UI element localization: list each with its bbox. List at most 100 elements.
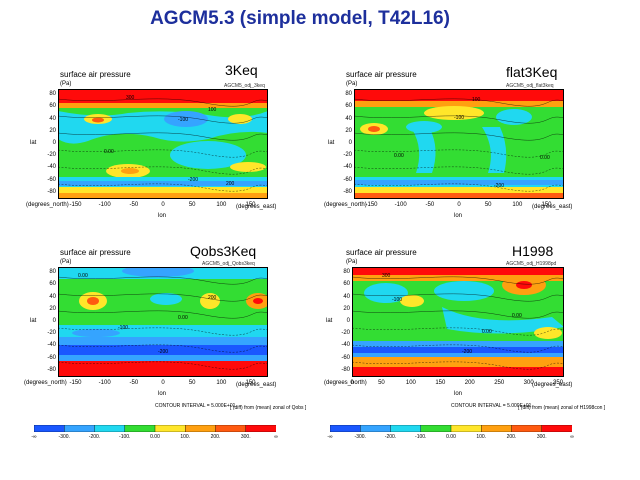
y-tick-label: -60 xyxy=(47,176,56,183)
x-unit-label: (degrees_east) xyxy=(236,204,277,210)
diff-note-left: [ (diff) from (mean) zonal of Qobs ] xyxy=(230,405,307,411)
y-tick-label: -40 xyxy=(341,342,350,349)
contour-label: 300 xyxy=(126,95,135,101)
panel-subtitle: AGCM5_odj_flat3keq xyxy=(506,83,554,89)
meridional-low-tongue xyxy=(412,129,436,173)
southern-high-core xyxy=(121,168,139,174)
x-tick-label: -50 xyxy=(129,202,139,208)
x-tick-label: -150 xyxy=(69,380,82,386)
panel-title: flat3Keq xyxy=(506,64,558,80)
y-tick-label: 20 xyxy=(343,305,350,312)
x-axis-label: lon xyxy=(454,391,463,397)
y-tick-label: 40 xyxy=(343,293,350,300)
contour-line xyxy=(58,310,268,319)
plot-frame xyxy=(58,267,268,377)
legend-label: -200. xyxy=(88,434,101,440)
high-cell xyxy=(228,114,252,124)
y-tick-label: 60 xyxy=(343,281,350,288)
heatmap-plot: 300 0.00 -100 0.00 -200 xyxy=(352,267,564,377)
contour-line xyxy=(58,166,268,175)
contour-line xyxy=(58,276,268,285)
x-tick-label: -50 xyxy=(129,380,139,386)
legend-swatch xyxy=(541,425,572,432)
unit-label: (Pa) xyxy=(346,81,358,87)
legend-swatch xyxy=(245,425,276,432)
y-tick-label: 0 xyxy=(52,318,56,324)
high-core xyxy=(516,281,532,289)
contour-line xyxy=(354,132,564,141)
low-core xyxy=(72,329,120,337)
panel-title: 3Keq xyxy=(225,62,258,78)
polar-high-band xyxy=(352,267,564,275)
variable-label: surface air pressure xyxy=(346,248,417,257)
contour-interval-right: CONTOUR INTERVAL = 5.000E+01 xyxy=(451,403,532,409)
panel-subtitle: AGCM5_odj_3keq xyxy=(224,83,265,89)
polar-edge-band xyxy=(352,275,564,281)
contour-label: 200 xyxy=(208,295,217,301)
polar-low-core xyxy=(122,267,194,277)
x-tick-label: 50 xyxy=(484,202,492,208)
x-unit-label: (degrees_east) xyxy=(532,382,573,388)
legend-label: 100. xyxy=(180,434,191,440)
legend-label: -200. xyxy=(384,434,397,440)
contour-line xyxy=(58,327,268,336)
y-tick-label: 60 xyxy=(345,103,352,110)
polar-south-core xyxy=(354,193,564,199)
contour-line xyxy=(58,361,268,370)
y-tick-label: -80 xyxy=(343,188,352,195)
legend-label: -∞ xyxy=(31,434,37,440)
legend-swatch xyxy=(511,425,543,432)
legend-labels-left: -∞ -300. -200. -100. 0.00 100. 200. 300. ∞ xyxy=(31,434,277,442)
legend-swatch xyxy=(154,425,186,432)
legend-swatch xyxy=(64,425,96,432)
high-core xyxy=(253,298,263,304)
low-cell xyxy=(150,293,182,305)
contour-label: 200 xyxy=(226,181,235,187)
y-tick-label: -20 xyxy=(341,330,350,337)
x-tick-label: 0 xyxy=(161,380,165,386)
high-core xyxy=(368,126,380,132)
high-core xyxy=(87,297,99,305)
plot-frame xyxy=(58,89,268,199)
contour-line xyxy=(58,149,268,158)
y-tick-label: -40 xyxy=(343,164,352,171)
color-legend-right xyxy=(330,425,572,432)
slide-title: AGCM5.3 (simple model, T42L16) xyxy=(150,8,450,29)
y-tick-label: 80 xyxy=(49,91,56,98)
y-tick-label: -40 xyxy=(47,342,56,349)
x-tick-label: -50 xyxy=(425,202,435,208)
legend-swatch xyxy=(360,425,392,432)
contour-label: -200 xyxy=(188,177,198,183)
contour-label: -100 xyxy=(392,297,402,303)
x-tick-label: 200 xyxy=(464,380,475,386)
x-unit-label: (degrees_east) xyxy=(532,204,573,210)
contour-label: 0.00 xyxy=(178,315,188,321)
x-tick-label: 300 xyxy=(523,380,534,386)
legend-label: ∞ xyxy=(570,434,574,440)
southern-low-core xyxy=(354,180,564,185)
legend-swatch xyxy=(94,425,126,432)
x-tick-label: 100 xyxy=(405,380,416,386)
y-tick-label: -20 xyxy=(47,330,56,337)
x-tick-label: 100 xyxy=(512,202,523,208)
southern-low-core xyxy=(58,181,268,186)
x-tick-label: -100 xyxy=(394,202,407,208)
y-tick-label: -80 xyxy=(47,366,56,373)
y-axis-label: lat xyxy=(30,140,37,146)
y-tick-label: 60 xyxy=(49,103,56,110)
southern-low-core xyxy=(352,347,564,353)
legend-label: 300. xyxy=(240,434,251,440)
x-tick-label: 50 xyxy=(188,202,196,208)
legend-swatch xyxy=(420,425,452,432)
y-tick-label: 60 xyxy=(49,281,56,288)
variable-label: surface air pressure xyxy=(60,70,131,79)
y-tick-label: -80 xyxy=(341,366,350,373)
panel-qobs3keq: surface air pressure (Pa) Qobs3Keq AGCM5… xyxy=(20,240,320,470)
x-unit-label: (degrees_east) xyxy=(236,382,277,388)
legend-swatch xyxy=(34,425,65,432)
plot-frame xyxy=(352,267,564,377)
variable-label: surface air pressure xyxy=(346,70,417,79)
y-unit-label: (degrees_north) xyxy=(26,202,69,208)
contour-label: 100 xyxy=(208,107,217,113)
legend-label: -100. xyxy=(119,434,131,440)
